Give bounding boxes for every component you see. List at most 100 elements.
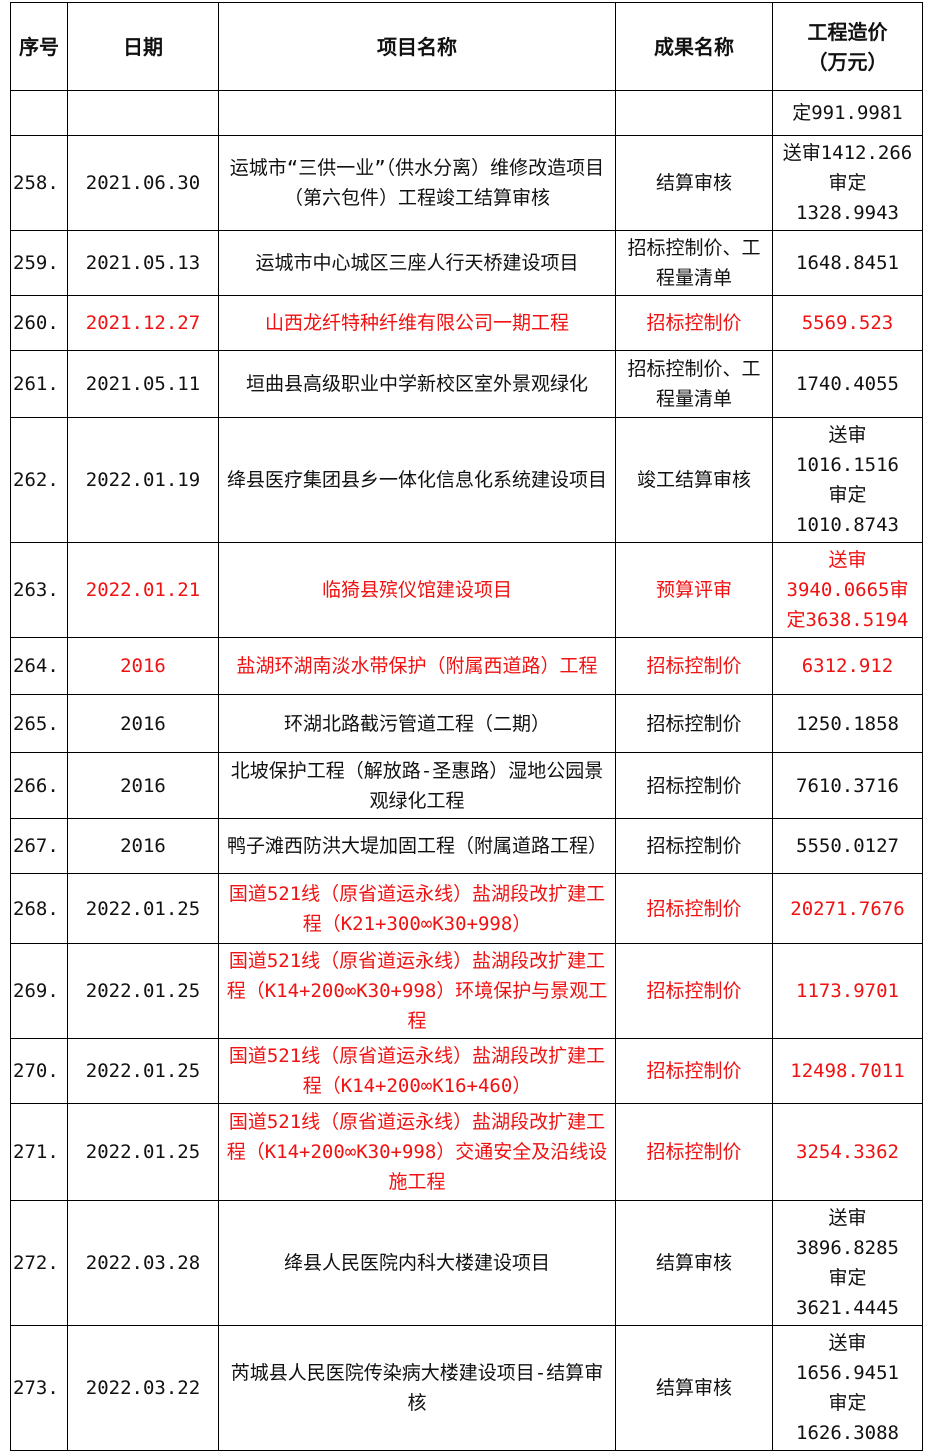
- project-name-cell: 盐湖环湖南淡水带保护（附属西道路）工程: [218, 637, 616, 695]
- serial-cell: 270.: [10, 1038, 68, 1104]
- cost-cell: 6312.912: [772, 637, 923, 695]
- cost-cell: 20271.7676: [772, 873, 923, 944]
- cost-cell: 定991.9981: [772, 90, 923, 136]
- project-name-cell: 绛县医疗集团县乡一体化信息化系统建设项目: [218, 417, 616, 543]
- date-cell: 2022.01.21: [67, 542, 219, 638]
- col-header-cost: 工程造价 （万元）: [772, 2, 923, 91]
- col-header-serial: 序号: [10, 2, 68, 91]
- projects-cost-table: 序号 日期 项目名称 成果名称 工程造价 （万元） 定991.9981 258.…: [10, 2, 923, 1451]
- cost-cell: 12498.7011: [772, 1038, 923, 1104]
- date-cell: 2016: [67, 637, 219, 695]
- table-row: 259. 2021.05.13 运城市中心城区三座人行天桥建设项目 招标控制价、…: [10, 230, 923, 296]
- table-row: 264. 2016 盐湖环湖南淡水带保护（附属西道路）工程 招标控制价 6312…: [10, 637, 923, 695]
- project-name-cell: 环湖北路截污管道工程（二期）: [218, 694, 616, 753]
- cost-cell: 送审1016.1516 审定1010.8743: [772, 417, 923, 543]
- col-header-result-name: 成果名称: [615, 2, 773, 91]
- result-name-cell: 招标控制价: [615, 873, 773, 944]
- result-name-cell: 招标控制价、工程量清单: [615, 230, 773, 296]
- date-cell: 2022.01.19: [67, 417, 219, 543]
- col-header-project-name: 项目名称: [218, 2, 616, 91]
- date-cell: 2016: [67, 694, 219, 753]
- serial-cell: 268.: [10, 873, 68, 944]
- date-cell: 2022.01.25: [67, 1103, 219, 1201]
- result-name-cell: 招标控制价: [615, 1103, 773, 1201]
- col-header-date: 日期: [67, 2, 219, 91]
- date-cell: 2021.05.13: [67, 230, 219, 296]
- result-name-cell: 招标控制价: [615, 752, 773, 819]
- cost-cell: 5550.0127: [772, 818, 923, 874]
- date-cell: 2022.03.28: [67, 1200, 219, 1326]
- table-row: 261. 2021.05.11 垣曲县高级职业中学新校区室外景观绿化 招标控制价…: [10, 350, 923, 418]
- date-cell: 2021.06.30: [67, 135, 219, 231]
- serial-cell: 269.: [10, 943, 68, 1039]
- project-name-cell: 国道521线（原省道运永线）盐湖段改扩建工程（K21+300∞K30+998）: [218, 873, 616, 944]
- date-cell: 2021.12.27: [67, 295, 219, 351]
- result-name-cell: 招标控制价: [615, 637, 773, 695]
- date-cell: [67, 90, 219, 136]
- project-name-cell: 芮城县人民医院传染病大楼建设项目-结算审核: [218, 1325, 616, 1451]
- cost-cell: 送审3940.0665审 定3638.5194: [772, 542, 923, 638]
- project-name-cell: 垣曲县高级职业中学新校区室外景观绿化: [218, 350, 616, 418]
- table-row: 定991.9981: [10, 90, 923, 136]
- serial-cell: 263.: [10, 542, 68, 638]
- serial-cell: 259.: [10, 230, 68, 296]
- serial-cell: 264.: [10, 637, 68, 695]
- table-row: 260. 2021.12.27 山西龙纤特种纤维有限公司一期工程 招标控制价 5…: [10, 295, 923, 351]
- result-name-cell: 招标控制价: [615, 818, 773, 874]
- table-header: 序号 日期 项目名称 成果名称 工程造价 （万元）: [10, 2, 923, 91]
- serial-cell: 271.: [10, 1103, 68, 1201]
- cost-cell: 3254.3362: [772, 1103, 923, 1201]
- result-name-cell: 预算评审: [615, 542, 773, 638]
- project-name-cell: 山西龙纤特种纤维有限公司一期工程: [218, 295, 616, 351]
- serial-cell: 262.: [10, 417, 68, 543]
- serial-cell: 267.: [10, 818, 68, 874]
- result-name-cell: 招标控制价: [615, 1038, 773, 1104]
- header-row: 序号 日期 项目名称 成果名称 工程造价 （万元）: [10, 2, 923, 91]
- cost-cell: 送审3896.8285 审定3621.4445: [772, 1200, 923, 1326]
- cost-cell: 送审1656.9451 审定1626.3088: [772, 1325, 923, 1451]
- table-row: 266. 2016 北坡保护工程（解放路-圣惠路）湿地公园景观绿化工程 招标控制…: [10, 752, 923, 819]
- cost-cell: 1740.4055: [772, 350, 923, 418]
- result-name-cell: 招标控制价、工程量清单: [615, 350, 773, 418]
- table-row: 263. 2022.01.21 临猗县殡仪馆建设项目 预算评审 送审3940.0…: [10, 542, 923, 638]
- date-cell: 2016: [67, 818, 219, 874]
- serial-cell: 258.: [10, 135, 68, 231]
- project-name-cell: 国道521线（原省道运永线）盐湖段改扩建工程（K14+200∞K16+460）: [218, 1038, 616, 1104]
- project-name-cell: 国道521线（原省道运永线）盐湖段改扩建工程（K14+200∞K30+998）交…: [218, 1103, 616, 1201]
- result-name-cell: [615, 90, 773, 136]
- project-name-cell: 北坡保护工程（解放路-圣惠路）湿地公园景观绿化工程: [218, 752, 616, 819]
- date-cell: 2022.03.22: [67, 1325, 219, 1451]
- table-row: 271. 2022.01.25 国道521线（原省道运永线）盐湖段改扩建工程（K…: [10, 1103, 923, 1201]
- result-name-cell: 竣工结算审核: [615, 417, 773, 543]
- result-name-cell: 结算审核: [615, 135, 773, 231]
- serial-cell: 273.: [10, 1325, 68, 1451]
- serial-cell: 260.: [10, 295, 68, 351]
- date-cell: 2021.05.11: [67, 350, 219, 418]
- project-name-cell: 运城市中心城区三座人行天桥建设项目: [218, 230, 616, 296]
- table-row: 262. 2022.01.19 绛县医疗集团县乡一体化信息化系统建设项目 竣工结…: [10, 417, 923, 543]
- cost-cell: 1648.8451: [772, 230, 923, 296]
- date-cell: 2022.01.25: [67, 943, 219, 1039]
- serial-cell: 265.: [10, 694, 68, 753]
- serial-cell: 266.: [10, 752, 68, 819]
- date-cell: 2022.01.25: [67, 1038, 219, 1104]
- result-name-cell: 招标控制价: [615, 943, 773, 1039]
- table-row: 267. 2016 鸭子滩西防洪大堤加固工程（附属道路工程） 招标控制价 555…: [10, 818, 923, 874]
- result-name-cell: 招标控制价: [615, 295, 773, 351]
- cost-cell: 1173.9701: [772, 943, 923, 1039]
- project-name-cell: 国道521线（原省道运永线）盐湖段改扩建工程（K14+200∞K30+998）环…: [218, 943, 616, 1039]
- result-name-cell: 结算审核: [615, 1200, 773, 1326]
- cost-cell: 5569.523: [772, 295, 923, 351]
- project-name-cell: 临猗县殡仪馆建设项目: [218, 542, 616, 638]
- table-row: 265. 2016 环湖北路截污管道工程（二期） 招标控制价 1250.1858: [10, 694, 923, 753]
- table-row: 273. 2022.03.22 芮城县人民医院传染病大楼建设项目-结算审核 结算…: [10, 1325, 923, 1451]
- serial-cell: [10, 90, 68, 136]
- cost-cell: 7610.3716: [772, 752, 923, 819]
- cost-cell: 送审1412.266 审定1328.9943: [772, 135, 923, 231]
- table-row: 270. 2022.01.25 国道521线（原省道运永线）盐湖段改扩建工程（K…: [10, 1038, 923, 1104]
- result-name-cell: 结算审核: [615, 1325, 773, 1451]
- serial-cell: 272.: [10, 1200, 68, 1326]
- project-name-cell: 运城市“三供一业”（供水分离）维修改造项目（第六包件）工程竣工结算审核: [218, 135, 616, 231]
- date-cell: 2016: [67, 752, 219, 819]
- cost-cell: 1250.1858: [772, 694, 923, 753]
